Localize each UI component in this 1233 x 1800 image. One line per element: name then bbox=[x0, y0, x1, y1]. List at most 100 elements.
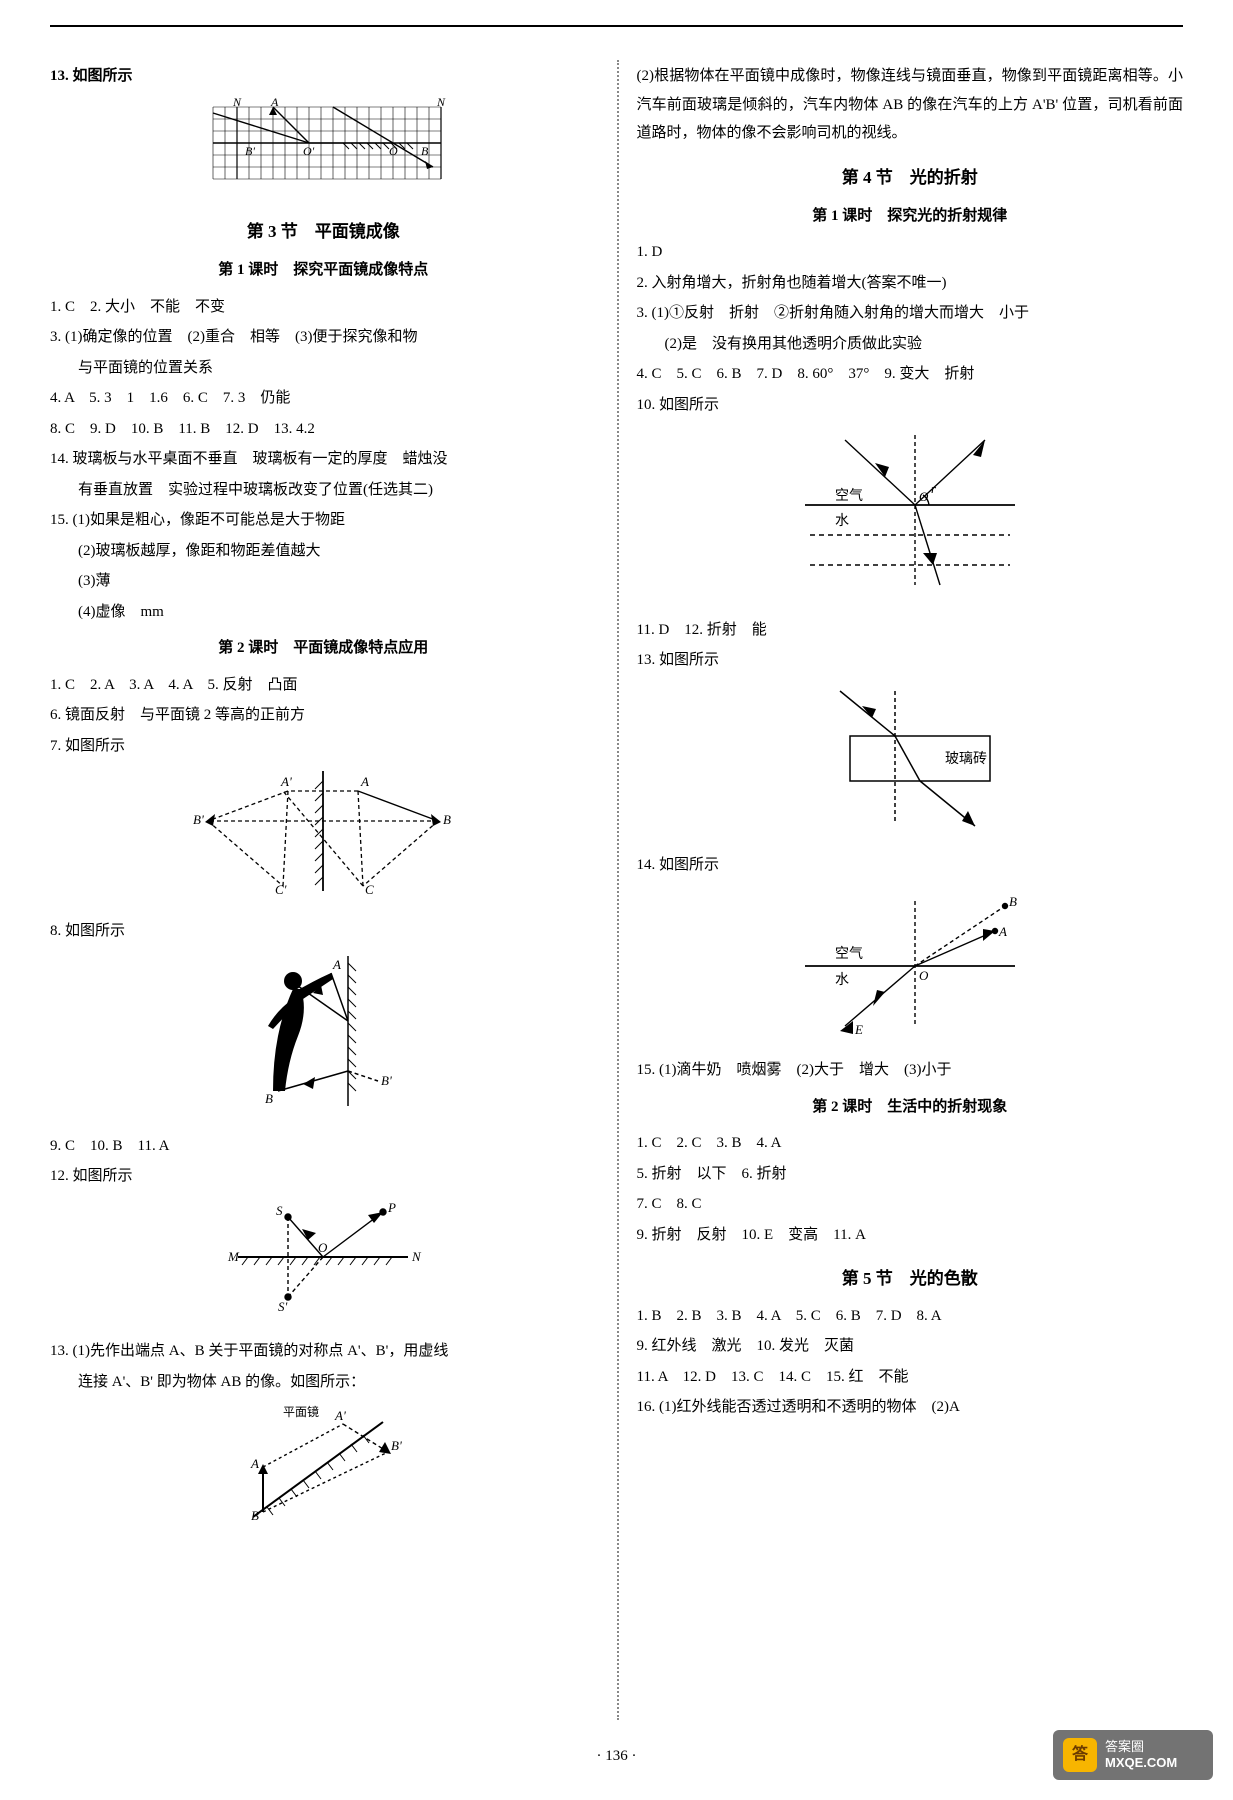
right-column: (2)根据物体在平面镜中成像时，物像连线与镜面垂直，物像到平面镜距离相等。小汽车… bbox=[637, 60, 1184, 1760]
svg-text:O': O' bbox=[303, 144, 315, 158]
fig-sec4-14: 空气 水 O A B E bbox=[637, 886, 1184, 1047]
column-divider bbox=[617, 60, 619, 1720]
ans-line: 15. (1)如果是粗心，像距不可能总是大于物距 bbox=[50, 506, 597, 535]
svg-text:B: B bbox=[265, 1091, 273, 1106]
ans-line: 9. C 10. B 11. A bbox=[50, 1132, 597, 1161]
ans-line: 8. 如图所示 bbox=[50, 917, 597, 946]
fig-sec4-13: 玻璃砖 bbox=[637, 681, 1184, 842]
fig-grid-reflection: N A N B' O' O B bbox=[50, 97, 597, 203]
svg-text:水: 水 bbox=[835, 972, 849, 988]
svg-text:水: 水 bbox=[835, 513, 849, 529]
ans-line: 7. 如图所示 bbox=[50, 732, 597, 761]
ans-line: 9. 红外线 激光 10. 发光 灭菌 bbox=[637, 1332, 1184, 1361]
sec3-l2-title: 第 2 课时 平面镜成像特点应用 bbox=[50, 634, 597, 663]
ans-line: 14. 玻璃板与水平桌面不垂直 玻璃板有一定的厚度 蜡烛没 bbox=[50, 445, 597, 474]
svg-text:P: P bbox=[387, 1200, 396, 1215]
ans-line: 有垂直放置 实验过程中玻璃板改变了位置(任选其二) bbox=[50, 476, 597, 505]
ans-line: 与平面镜的位置关系 bbox=[50, 354, 597, 383]
sec3-title: 第 3 节 平面镜成像 bbox=[50, 216, 597, 248]
svg-text:S': S' bbox=[278, 1299, 288, 1314]
svg-text:B': B' bbox=[245, 144, 255, 158]
ans-line: 13. 如图所示 bbox=[637, 646, 1184, 675]
fig-sec3l2-8: A B B' bbox=[50, 951, 597, 1122]
fig-sec3l2-7: A' A B' B C' C bbox=[50, 766, 597, 907]
sec4-title: 第 4 节 光的折射 bbox=[637, 162, 1184, 194]
ans-line: 1. C 2. 大小 不能 不变 bbox=[50, 293, 597, 322]
svg-text:A: A bbox=[332, 957, 341, 972]
ans-line: (2)玻璃板越厚，像距和物距差值越大 bbox=[50, 537, 597, 566]
ans-line: 14. 如图所示 bbox=[637, 851, 1184, 880]
svg-text:r: r bbox=[931, 481, 937, 496]
svg-text:S: S bbox=[276, 1203, 283, 1218]
svg-text:平面镜: 平面镜 bbox=[283, 1404, 319, 1419]
svg-text:A': A' bbox=[280, 774, 292, 789]
fig-sec3l2-12: S O P M N S' bbox=[50, 1197, 597, 1328]
ans-line: 15. (1)滴牛奶 喷烟雾 (2)大于 增大 (3)小于 bbox=[637, 1056, 1184, 1085]
svg-text:B: B bbox=[251, 1508, 259, 1523]
ans-line: (2)是 没有换用其他透明介质做此实验 bbox=[637, 330, 1184, 359]
svg-text:A: A bbox=[250, 1456, 259, 1471]
svg-text:B: B bbox=[1009, 894, 1017, 909]
ans-line: 11. A 12. D 13. C 14. C 15. 红 不能 bbox=[637, 1363, 1184, 1392]
svg-text:A: A bbox=[360, 774, 369, 789]
svg-text:N: N bbox=[232, 97, 242, 109]
ans-line: 9. 折射 反射 10. E 变高 11. A bbox=[637, 1221, 1184, 1250]
watermark-top: 答案圈 bbox=[1105, 1739, 1177, 1755]
svg-text:玻璃砖: 玻璃砖 bbox=[945, 750, 987, 767]
ans-line: 3. (1)确定像的位置 (2)重合 相等 (3)便于探究像和物 bbox=[50, 323, 597, 352]
fig-sec4-10: 空气 水 O r bbox=[637, 425, 1184, 606]
svg-text:E: E bbox=[854, 1022, 863, 1036]
svg-text:A: A bbox=[998, 924, 1007, 939]
ans-line: 10. 如图所示 bbox=[637, 391, 1184, 420]
ans-line: 4. A 5. 3 1 1.6 6. C 7. 3 仍能 bbox=[50, 384, 597, 413]
ans-line: 4. C 5. C 6. B 7. D 8. 60° 37° 9. 变大 折射 bbox=[637, 360, 1184, 389]
fig-sec3l2-13: 平面镜 A B A' B' bbox=[50, 1402, 597, 1543]
svg-text:空气: 空气 bbox=[835, 946, 863, 962]
ans-line: (3)薄 bbox=[50, 567, 597, 596]
svg-text:O: O bbox=[318, 1240, 328, 1255]
sec3-l1-title: 第 1 课时 探究平面镜成像特点 bbox=[50, 256, 597, 285]
ans-line: 12. 如图所示 bbox=[50, 1162, 597, 1191]
top-rule bbox=[50, 25, 1183, 27]
svg-text:O: O bbox=[389, 144, 398, 158]
ans-line: 1. D bbox=[637, 238, 1184, 267]
ans-line: 3. (1)①反射 折射 ②折射角随入射角的增大而增大 小于 bbox=[637, 299, 1184, 328]
left-column: 13. 如图所示 bbox=[50, 60, 597, 1760]
sec4-l2-title: 第 2 课时 生活中的折射现象 bbox=[637, 1093, 1184, 1122]
svg-text:B': B' bbox=[391, 1438, 402, 1453]
svg-text:C: C bbox=[365, 882, 374, 896]
ans-line: 1. C 2. A 3. A 4. A 5. 反射 凸面 bbox=[50, 671, 597, 700]
left-q13-top: 13. 如图所示 bbox=[50, 62, 597, 91]
svg-text:A: A bbox=[270, 97, 279, 109]
ans-line: 13. (1)先作出端点 A、B 关于平面镜的对称点 A'、B'，用虚线 bbox=[50, 1337, 597, 1366]
watermark: 答 答案圈 MXQE.COM bbox=[1053, 1730, 1213, 1780]
svg-text:N: N bbox=[436, 97, 446, 109]
svg-text:B': B' bbox=[193, 812, 204, 827]
watermark-bottom: MXQE.COM bbox=[1105, 1755, 1177, 1771]
ans-line: 2. 入射角增大，折射角也随着增大(答案不唯一) bbox=[637, 269, 1184, 298]
svg-text:O: O bbox=[919, 968, 929, 983]
svg-text:C': C' bbox=[275, 882, 287, 896]
watermark-logo-icon: 答 bbox=[1063, 1738, 1097, 1772]
svg-text:B: B bbox=[443, 812, 451, 827]
ans-line: 1. B 2. B 3. B 4. A 5. C 6. B 7. D 8. A bbox=[637, 1302, 1184, 1331]
svg-text:空气: 空气 bbox=[835, 488, 863, 504]
ans-line: 1. C 2. C 3. B 4. A bbox=[637, 1129, 1184, 1158]
right-top-para: (2)根据物体在平面镜中成像时，物像连线与镜面垂直，物像到平面镜距离相等。小汽车… bbox=[637, 62, 1184, 148]
ans-line: 6. 镜面反射 与平面镜 2 等高的正前方 bbox=[50, 701, 597, 730]
ans-line: 8. C 9. D 10. B 11. B 12. D 13. 4.2 bbox=[50, 415, 597, 444]
page-number: · 136 · bbox=[0, 1742, 1233, 1771]
ans-line: 16. (1)红外线能否透过透明和不透明的物体 (2)A bbox=[637, 1393, 1184, 1422]
sec5-title: 第 5 节 光的色散 bbox=[637, 1263, 1184, 1295]
ans-line: (4)虚像 mm bbox=[50, 598, 597, 627]
svg-text:N: N bbox=[411, 1249, 422, 1264]
svg-text:B: B bbox=[421, 144, 429, 158]
sec4-l1-title: 第 1 课时 探究光的折射规律 bbox=[637, 202, 1184, 231]
ans-line: 5. 折射 以下 6. 折射 bbox=[637, 1160, 1184, 1189]
svg-text:M: M bbox=[227, 1249, 240, 1264]
svg-text:A': A' bbox=[334, 1408, 346, 1423]
svg-text:B': B' bbox=[381, 1073, 392, 1088]
ans-line: 7. C 8. C bbox=[637, 1190, 1184, 1219]
ans-line: 连接 A'、B' 即为物体 AB 的像。如图所示： bbox=[50, 1368, 597, 1397]
svg-text:O: O bbox=[919, 489, 929, 504]
